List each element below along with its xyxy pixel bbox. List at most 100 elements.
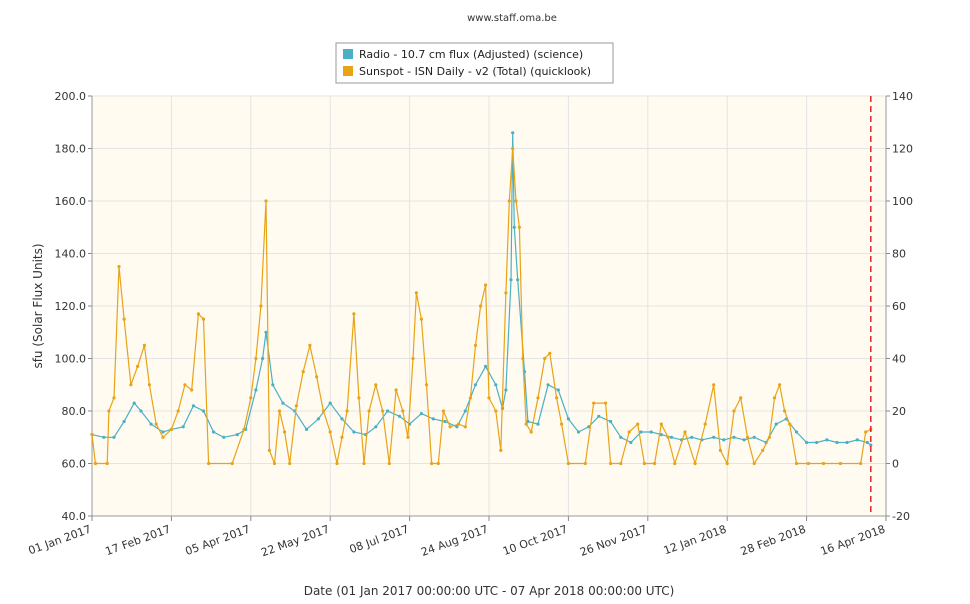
sunspot-point <box>778 383 782 387</box>
y-tick-label: 180.0 <box>55 143 87 156</box>
radio-point <box>212 430 216 434</box>
sunspot-point <box>374 383 378 387</box>
sunspot-point <box>308 343 312 347</box>
sunspot-point <box>484 283 488 287</box>
radio-point <box>191 404 195 408</box>
sunspot-point <box>673 461 677 466</box>
sunspot-point <box>487 396 491 400</box>
sunspot-point <box>703 422 707 426</box>
sunspot-point <box>718 448 723 452</box>
radio-point <box>316 417 320 421</box>
radio-point <box>463 409 467 413</box>
sunspot-point <box>636 422 640 426</box>
sunspot-point <box>340 435 344 439</box>
sunspot-point <box>473 343 478 347</box>
radio-point <box>149 422 153 426</box>
x-tick-label: 12 Jan 2018 <box>662 523 728 558</box>
sunspot-point <box>566 461 571 466</box>
radio-line <box>91 132 872 446</box>
sunspot-line <box>91 148 872 466</box>
sunspot-point <box>548 351 552 355</box>
legend-box <box>335 42 614 84</box>
sunspot-point <box>430 461 434 466</box>
sunspot-point <box>345 409 349 413</box>
radio-point <box>566 417 571 421</box>
radio-point <box>712 435 716 439</box>
radio-point <box>112 435 116 439</box>
legend-item-radio[interactable]: Radio - 10.7 cm flux (Adjusted) (science… <box>343 48 583 61</box>
radio-point <box>629 440 633 445</box>
sunspot-point <box>183 383 187 387</box>
sunspot-point <box>406 435 410 439</box>
y2-tick-label: 40 <box>892 353 906 366</box>
sunspot-point <box>117 265 121 269</box>
x-tick-label: 17 Feb 2017 <box>104 523 173 559</box>
sunspot-point <box>468 396 472 400</box>
y-tick-label: 140.0 <box>55 248 87 261</box>
sunspot-point <box>264 199 268 203</box>
radio-point <box>102 435 106 439</box>
sunspot-point <box>441 409 445 413</box>
sunspot-point <box>517 225 522 229</box>
sunspot-point <box>381 409 385 413</box>
sunspot-point <box>90 433 94 437</box>
sunspot-point <box>504 291 508 295</box>
sunspot-point <box>725 461 729 466</box>
x-tick-label: 16 Apr 2018 <box>819 523 887 558</box>
sunspot-point <box>772 396 777 400</box>
sunspot-point <box>411 356 415 361</box>
y-tick-label: 120.0 <box>55 300 87 313</box>
y-tick-label: 100.0 <box>55 353 87 366</box>
sunspot-point <box>448 425 452 429</box>
sunspot-point <box>604 401 608 405</box>
sunspot-point <box>767 435 772 439</box>
sunspot-point <box>154 422 158 426</box>
sunspot-point <box>321 409 325 413</box>
sunspot-point <box>161 435 165 439</box>
legend-label-sunspot: Sunspot - ISN Daily - v2 (Total) (quickl… <box>359 65 591 78</box>
radio-point <box>455 425 459 429</box>
radio-point <box>722 438 726 442</box>
sunspot-point <box>712 383 716 387</box>
y-tick-label: 60.0 <box>62 458 87 471</box>
sunspot-point <box>122 317 126 321</box>
radio-point <box>352 430 356 434</box>
y2-tick-label: -20 <box>892 510 910 523</box>
radio-point <box>639 430 643 434</box>
sunspot-point <box>494 409 498 413</box>
x-tick-label: 22 May 2017 <box>259 523 331 560</box>
legend[interactable]: Radio - 10.7 cm flux (Adjusted) (science… <box>335 42 614 84</box>
sunspot-point <box>142 343 146 347</box>
radio-point <box>516 278 520 282</box>
y-tick-label: 160.0 <box>55 195 87 208</box>
legend-item-sunspot[interactable]: Sunspot - ISN Daily - v2 (Total) (quickl… <box>343 65 591 78</box>
sunspot-point <box>524 422 528 426</box>
radio-point <box>659 433 663 437</box>
x-tick-label: 28 Feb 2018 <box>739 523 808 559</box>
radio-point <box>609 419 613 424</box>
sunspot-point <box>277 409 282 413</box>
sunspot-point <box>362 461 366 466</box>
sunspot-point <box>514 199 518 203</box>
radio-point <box>587 425 591 429</box>
radio-point <box>556 388 560 392</box>
radio-point <box>855 438 859 442</box>
radio-point <box>835 440 839 445</box>
x-tick-label: 08 Jul 2017 <box>348 523 411 557</box>
radio-point <box>443 419 447 424</box>
y2-tick-label: 80 <box>892 248 906 261</box>
sunspot-point <box>107 409 111 413</box>
sunspot-point <box>272 461 277 466</box>
radio-point <box>132 401 136 405</box>
radio-point <box>732 435 736 439</box>
sunspot-point <box>267 448 271 452</box>
radio-point <box>511 131 515 135</box>
sunspot-point <box>230 461 234 466</box>
radio-point <box>509 278 513 282</box>
sunspot-point <box>619 461 623 466</box>
y2-tick-label: 140 <box>892 90 913 103</box>
sunspot-point <box>401 409 405 413</box>
sunspot-point <box>783 409 787 413</box>
